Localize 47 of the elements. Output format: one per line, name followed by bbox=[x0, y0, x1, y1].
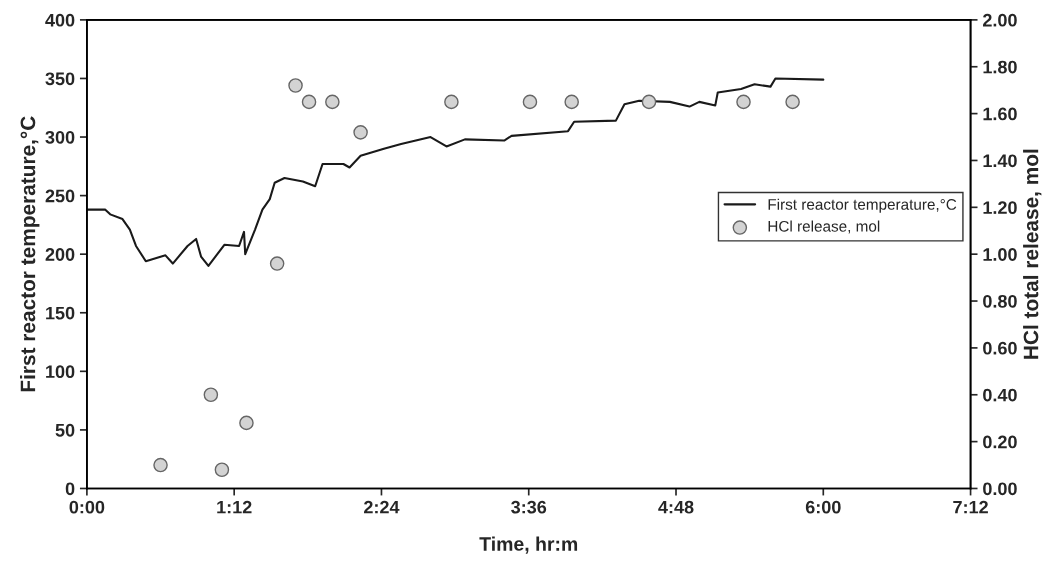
y2-tick-label: 0.20 bbox=[983, 435, 1017, 449]
y-tick-label: 300 bbox=[45, 130, 75, 144]
point bbox=[214, 462, 230, 478]
x-tick-label: 2:24 bbox=[364, 500, 400, 514]
point bbox=[353, 125, 368, 140]
x-tick-label: 7:12 bbox=[953, 500, 988, 514]
y-tick-label: 400 bbox=[45, 13, 75, 27]
x-tick-label: 4:48 bbox=[658, 500, 694, 514]
y-tick-label: 50 bbox=[55, 423, 75, 437]
point bbox=[239, 415, 254, 431]
y2-tick-label: 2.00 bbox=[983, 13, 1017, 27]
y2-axis-title: HCl total release, mol bbox=[1023, 149, 1042, 359]
point bbox=[325, 94, 340, 110]
y-tick-label: 200 bbox=[45, 248, 75, 261]
y2-tick-label: 0.60 bbox=[983, 341, 1017, 355]
x-tick-label: 3:36 bbox=[511, 500, 547, 514]
x-axis-title: Time, hr:m bbox=[479, 536, 578, 554]
y-tick-label: 150 bbox=[46, 306, 75, 320]
point bbox=[288, 78, 303, 93]
y-tick-label: 0 bbox=[65, 482, 75, 496]
point bbox=[564, 94, 579, 110]
y2-tick-label: 1.80 bbox=[983, 60, 1017, 74]
legend-label: HCl release, mol bbox=[768, 220, 880, 234]
y-axis-title: First reactor temperature,°C bbox=[20, 116, 40, 392]
point bbox=[641, 94, 657, 110]
y2-tick-label: 0.00 bbox=[983, 482, 1017, 496]
point bbox=[444, 94, 459, 110]
x-tick-label: 1:12 bbox=[217, 500, 252, 514]
point bbox=[203, 387, 219, 403]
y2-tick-label: 1.00 bbox=[983, 248, 1017, 261]
point bbox=[736, 94, 751, 110]
point bbox=[269, 256, 285, 271]
y2-tick-label: 0.40 bbox=[983, 388, 1017, 402]
y-tick-label: 100 bbox=[46, 365, 75, 379]
y2-tick-label: 0.80 bbox=[983, 294, 1017, 308]
y-tick-label: 350 bbox=[45, 72, 75, 86]
point bbox=[785, 94, 800, 110]
y2-tick-label: 1.60 bbox=[983, 107, 1017, 121]
legend-label: First reactor temperature,°C bbox=[768, 198, 957, 213]
y2-tick-label: 1.20 bbox=[983, 201, 1017, 215]
x-tick-label: 6:00 bbox=[805, 500, 841, 514]
point bbox=[301, 94, 317, 110]
point bbox=[153, 457, 168, 473]
x-tick-label: 0:00 bbox=[69, 500, 105, 514]
y-tick-label: 250 bbox=[45, 189, 75, 203]
y2-tick-label: 1.40 bbox=[983, 154, 1017, 168]
point bbox=[522, 94, 538, 110]
